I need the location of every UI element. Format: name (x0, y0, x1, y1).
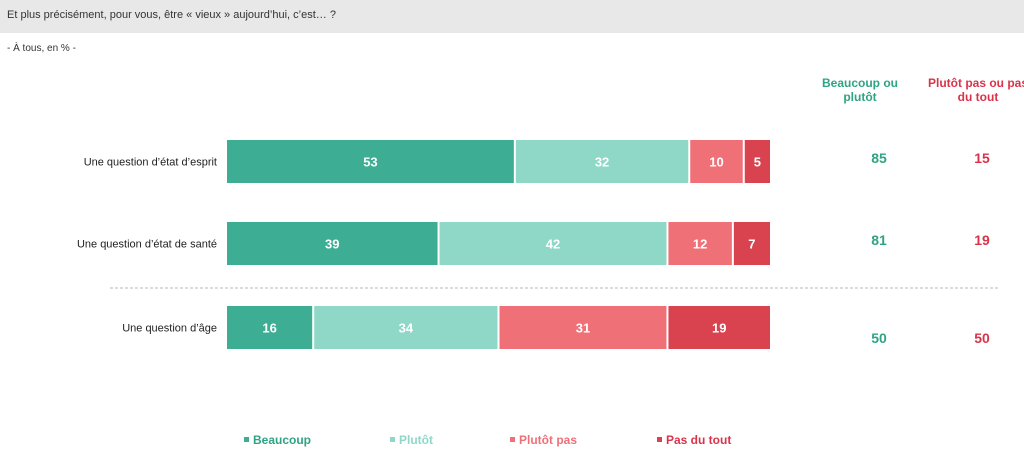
bar-segment (668, 306, 770, 349)
bar-segment (733, 222, 770, 265)
total-negative: 15 (974, 150, 990, 166)
category-label: Une question d’âge (122, 323, 217, 335)
legend-swatch (657, 437, 662, 443)
legend-label: Pas du tout (666, 433, 732, 447)
data-label: 42 (546, 237, 560, 252)
legend-swatch (390, 437, 395, 443)
bar-segment (744, 140, 770, 183)
bar-segment (439, 222, 667, 265)
question-bar (0, 0, 1024, 33)
total-negative: 19 (974, 232, 990, 248)
bar-segment (690, 140, 743, 183)
data-label: 10 (709, 155, 723, 170)
category-label: Une question d’état de santé (77, 239, 217, 251)
bar-segment (227, 140, 514, 183)
data-label: 34 (399, 321, 414, 336)
column-header-negative: Plutôt pas ou pas du tout (928, 76, 1024, 104)
data-label: 16 (262, 321, 276, 336)
bar-segment (668, 222, 732, 265)
data-label: 19 (712, 321, 726, 336)
data-label: 7 (748, 237, 755, 252)
base-note: - À tous, en % - (7, 43, 76, 54)
legend-item-pas-du-tout: Pas du tout (657, 433, 731, 447)
data-label: 32 (595, 155, 609, 170)
total-positive: 50 (871, 330, 887, 346)
bar-segment (314, 306, 498, 349)
legend-label: Beaucoup (253, 433, 312, 447)
bar-segment (227, 222, 438, 265)
data-label: 5 (754, 155, 761, 170)
data-label: 12 (693, 237, 707, 252)
data-label: 31 (576, 321, 590, 336)
bar-segment (499, 306, 667, 349)
data-label: 53 (363, 155, 377, 170)
legend-item-beaucoup: Beaucoup (244, 433, 311, 447)
total-negative: 50 (974, 330, 990, 346)
column-header-positive: Beaucoup ou plutôt (821, 76, 898, 104)
total-positive: 85 (871, 150, 887, 166)
total-positive: 81 (871, 232, 887, 248)
legend-item-plutot-pas: Plutôt pas (510, 433, 577, 447)
category-label: Une question d’état d’esprit (84, 157, 217, 169)
bar-segment (515, 140, 689, 183)
data-label: 39 (325, 237, 339, 252)
legend-label: Plutôt pas (519, 433, 578, 447)
question-text: Et plus précisément, pour vous, être « v… (7, 9, 336, 21)
bar-segment (227, 306, 313, 349)
legend-item-plutot: Plutôt (390, 433, 433, 447)
legend-swatch (510, 437, 515, 443)
legend-swatch (244, 437, 249, 443)
legend-label: Plutôt (399, 433, 433, 447)
